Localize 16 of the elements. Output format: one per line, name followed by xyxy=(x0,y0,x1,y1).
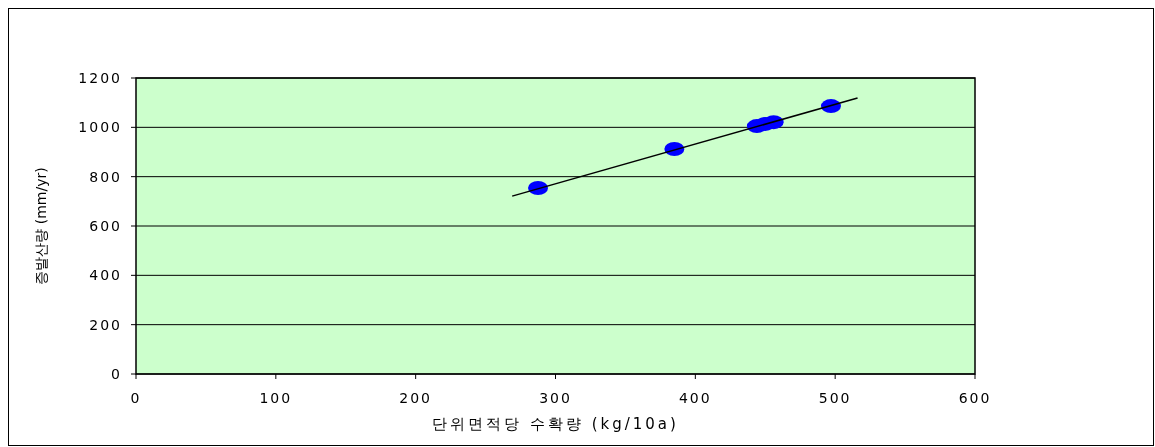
x-tick-label: 200 xyxy=(399,390,433,406)
y-axis-title: 증발산량 (mm/yr) xyxy=(33,167,49,285)
x-tick-label: 600 xyxy=(958,390,992,406)
y-tick-label: 1000 xyxy=(78,119,122,136)
y-tick-label: 0 xyxy=(111,366,122,382)
y-tick-label: 800 xyxy=(89,168,122,185)
y-tick-label: 200 xyxy=(89,316,122,333)
y-tick-label: 1200 xyxy=(78,70,122,86)
x-tick-label: 300 xyxy=(539,390,572,406)
x-tick-label: 500 xyxy=(818,390,852,406)
x-axis-title: 단위면적당 수확량 (kg/10a) xyxy=(432,415,679,433)
x-tick-label: 0 xyxy=(130,390,142,406)
x-tick-label: 400 xyxy=(678,390,712,406)
x-tick-label: 100 xyxy=(259,390,293,406)
y-tick-label: 400 xyxy=(89,267,122,284)
y-tick-label: 600 xyxy=(89,218,122,234)
